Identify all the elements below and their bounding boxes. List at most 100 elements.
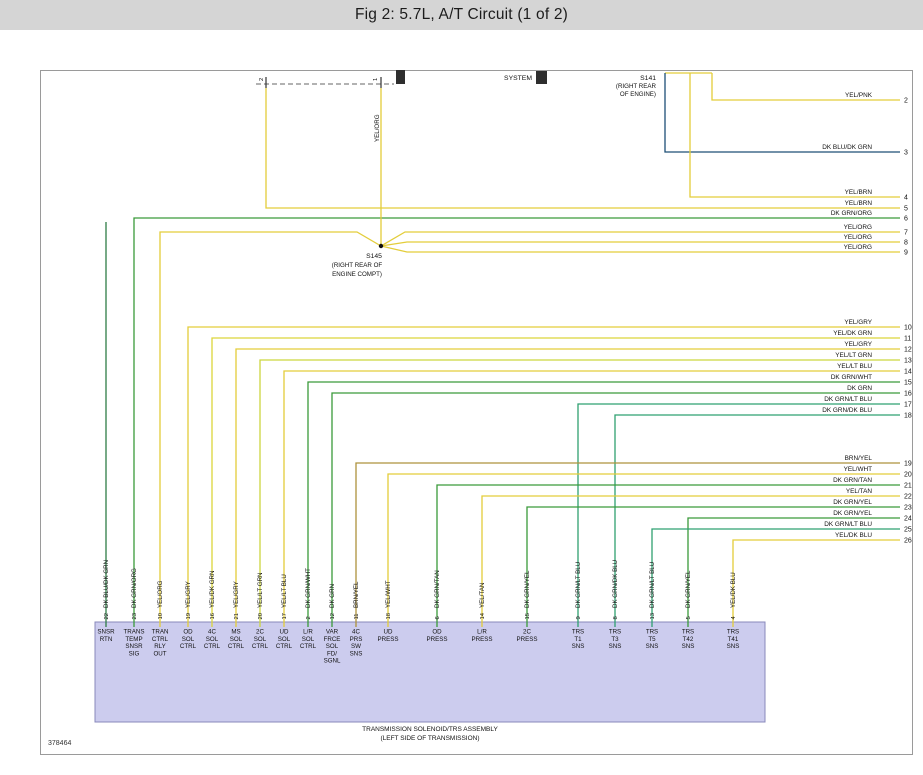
- splice-s145-label: S145: [366, 253, 382, 260]
- edge-pin-number: 21: [904, 483, 912, 490]
- edge-wire-label: DK GRN/TAN: [833, 477, 872, 484]
- figure-title: Fig 2: 5.7L, A/T Circuit (1 of 2): [354, 6, 569, 23]
- assembly-wire-label: DK GRN/YEL: [524, 570, 531, 608]
- assembly-pin-label: SNS: [609, 643, 622, 650]
- edge-pin-number: 4: [904, 195, 908, 202]
- assembly-pin-number: 15: [525, 613, 531, 619]
- wire-trs-t1: [577, 403, 900, 627]
- assembly-name: TRANSMISSION SOLENOID/TRS ASSEMBLY: [362, 726, 498, 733]
- assembly-pin-label: PRESS: [378, 636, 399, 643]
- assembly-pin-label: SNSR: [125, 643, 143, 650]
- wire-var-frce-sol: [331, 392, 900, 627]
- assembly-pin-label: CTRL: [228, 643, 245, 650]
- assembly-pin-label: TRS: [682, 629, 694, 636]
- wire-tran-ctrl-rly: [159, 231, 900, 627]
- edge-pin-number: 19: [904, 461, 912, 468]
- edge-wire-label: DK GRN/ORG: [831, 210, 872, 217]
- assembly-pin-label: OD: [432, 629, 442, 636]
- edge-wire-label: DK GRN/WHT: [831, 374, 872, 381]
- assembly-wire-label: YEL/DK GRN: [209, 571, 216, 608]
- wire-edge-5: [265, 88, 900, 209]
- assembly-pin-label: UD: [280, 629, 289, 636]
- assembly-wire-label: DK GRN/LT BLU: [649, 562, 656, 608]
- assembly-pin-label: T42: [683, 636, 694, 643]
- edge-wire-label: DK GRN/YEL: [833, 499, 872, 506]
- edge-pin-number: 23: [904, 505, 912, 512]
- assembly-wire-label: YEL/DK BLU: [730, 572, 737, 608]
- wire-od-sol: [187, 326, 900, 627]
- assembly-pin-label: SOL: [206, 636, 219, 643]
- edge-wire-label: YEL/ORG: [844, 234, 872, 241]
- splice-s145-location: ENGINE COMPT): [332, 271, 382, 278]
- splice-s145-location: (RIGHT REAR OF: [332, 262, 383, 269]
- wire-ud-press: [387, 473, 900, 627]
- assembly-location: (LEFT SIDE OF TRANSMISSION): [380, 735, 479, 742]
- assembly-wire-label: YEL/ORG: [157, 580, 164, 608]
- assembly-pin-number: 12: [330, 613, 336, 619]
- assembly-wire-label: YEL/GRY: [185, 581, 192, 608]
- assembly-pin-label: SOL: [230, 636, 243, 643]
- wire-lr-sol: [307, 381, 900, 627]
- assembly-pin-number: 14: [480, 612, 486, 619]
- assembly-pin-label: TRS: [646, 629, 658, 636]
- wire-4c-prs-sw: [355, 462, 900, 627]
- assembly-pin-label: 2C: [523, 629, 531, 636]
- assembly-pin-number: 6: [435, 616, 441, 619]
- assembly-pin-number: 16: [210, 613, 216, 619]
- assembly-pin-label: MS: [231, 629, 240, 636]
- drop-wire-label: YEL/ORG: [374, 114, 381, 142]
- assembly-pin-label: SNS: [682, 643, 695, 650]
- wire-trs-t3: [614, 414, 900, 627]
- assembly-pin-number: 11: [354, 613, 360, 619]
- assembly-wire-label: YEL/LT GRN: [257, 572, 264, 608]
- assembly-wire-label: DK GRN: [329, 584, 336, 608]
- edge-wire-label: YEL/LT GRN: [835, 352, 872, 359]
- assembly-wire-label: YEL/GRY: [233, 581, 240, 608]
- edge-pin-number: 15: [904, 380, 912, 387]
- assembly-pin-number: 17: [282, 613, 288, 619]
- assembly-wire-label: YEL/TAN: [479, 583, 486, 608]
- edge-wire-label: YEL/DK GRN: [833, 330, 872, 337]
- edge-pin-number: 5: [904, 206, 908, 213]
- assembly-pin-label: L/R: [477, 629, 487, 636]
- edge-pin-number: 18: [904, 413, 912, 420]
- assembly-pin-label: OUT: [153, 650, 166, 657]
- assembly-pin-number: 8: [613, 616, 619, 619]
- edge-pin-number: 22: [904, 494, 912, 501]
- assembly-wire-label: DK GRN/WHT: [305, 568, 312, 608]
- edge-pin-number: 10: [904, 325, 912, 332]
- assembly-pin-label: OD: [183, 629, 193, 636]
- edge-pin-number: 26: [904, 538, 912, 545]
- edge-pin-number: 11: [904, 336, 911, 343]
- assembly-pin-number: 18: [386, 613, 392, 619]
- assembly-wire-label: DK GRN/YEL: [685, 570, 692, 608]
- wire-trs-t42: [687, 517, 900, 627]
- assembly-pin-number: 23: [132, 613, 138, 619]
- assembly-pin-label: SOL: [278, 636, 291, 643]
- edge-pin-number: 12: [904, 347, 912, 354]
- edge-wire-label: DK GRN/LT BLU: [824, 521, 872, 528]
- edge-wire-label: YEL/BRN: [845, 189, 873, 196]
- assembly-pin-number: 5: [686, 616, 692, 619]
- assembly-pin-number: 2: [306, 616, 312, 619]
- assembly-pin-label: T41: [728, 636, 739, 643]
- system-label: SYSTEM: [504, 75, 532, 82]
- edge-wire-label: DK BLU/DK GRN: [822, 144, 872, 151]
- edge-wire-label: DK GRN/YEL: [833, 510, 872, 517]
- assembly-pin-label: CTRL: [204, 643, 221, 650]
- assembly-pin-label: TRANS: [124, 629, 145, 636]
- assembly-pin-label: FRCE: [324, 636, 341, 643]
- assembly-pin-label: SOL: [254, 636, 267, 643]
- edge-pin-number: 9: [904, 250, 908, 257]
- edge-pin-number: 14: [904, 369, 912, 376]
- assembly-pin-label: TRS: [727, 629, 739, 636]
- assembly-wire-label: DK GRN/DK BLU: [612, 560, 619, 608]
- assembly-pin-label: SOL: [326, 643, 339, 650]
- assembly-pin-number: 20: [258, 613, 264, 619]
- assembly-pin-label: TEMP: [125, 636, 142, 643]
- edge-wire-label: YEL/PNK: [845, 92, 873, 99]
- assembly-pin-label: PRS: [350, 636, 363, 643]
- splice-s141-location: OF ENGINE): [620, 91, 656, 98]
- splice-s141-location: (RIGHT REAR: [616, 83, 657, 90]
